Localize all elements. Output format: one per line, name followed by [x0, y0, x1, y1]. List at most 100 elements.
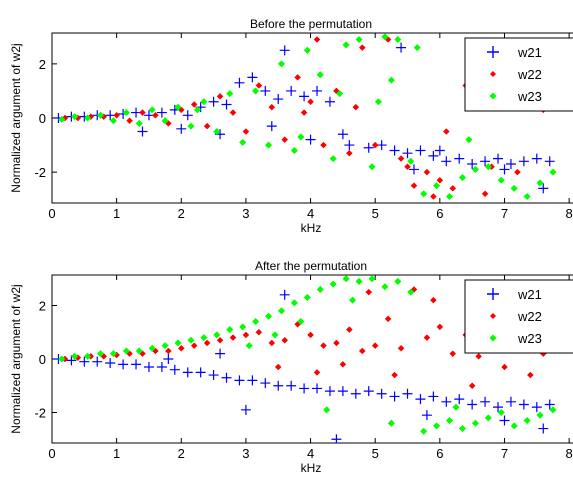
x-tick-label: 1 [113, 446, 120, 461]
point-w21 [118, 359, 129, 370]
y-axis-label: Normalized argument of w2j [9, 43, 23, 192]
legend-box [464, 279, 573, 354]
point-w21 [247, 375, 258, 386]
point-w21 [428, 391, 439, 402]
point-w23 [342, 275, 350, 283]
point-w23 [381, 33, 389, 41]
point-w23 [497, 408, 505, 417]
x-tick-label: 4 [307, 446, 314, 461]
point-w23 [96, 350, 105, 358]
point-w22 [216, 336, 224, 344]
legend-box [464, 37, 573, 112]
point-w22 [345, 326, 353, 333]
x-tick-label: 2 [178, 446, 185, 461]
point-w22 [391, 371, 398, 379]
point-w23 [523, 192, 531, 201]
point-w23 [265, 312, 273, 320]
point-w22 [229, 109, 237, 116]
point-w23 [323, 406, 331, 414]
point-w23 [381, 283, 389, 291]
point-w23 [316, 71, 324, 79]
point-w21 [538, 183, 549, 194]
point-w21 [389, 145, 400, 156]
point-w22 [358, 44, 366, 51]
point-w22 [449, 185, 457, 192]
point-w21 [215, 348, 226, 359]
x-tick-label: 3 [242, 206, 249, 221]
point-w21 [156, 107, 167, 118]
point-w23 [277, 307, 286, 315]
legend-label: w23 [517, 89, 542, 104]
legend: w21 w22 w23 [464, 279, 573, 354]
point-w22 [333, 339, 340, 347]
point-w23 [193, 106, 201, 114]
point-w22 [216, 92, 224, 100]
point-w23 [226, 90, 234, 98]
point-w21 [499, 164, 510, 175]
x-tick-label: 4 [307, 206, 314, 221]
point-w21 [531, 153, 542, 164]
point-w23 [187, 122, 195, 130]
point-w22 [371, 141, 379, 149]
point-w22 [475, 352, 482, 360]
point-w23 [368, 163, 376, 171]
point-w22 [152, 111, 159, 119]
point-w23 [148, 344, 156, 352]
point-w23 [394, 277, 402, 285]
x-axis-label: kHz [301, 461, 322, 475]
point-w21 [279, 45, 290, 56]
point-w23 [109, 117, 117, 125]
point-w23 [226, 326, 234, 334]
point-w23 [510, 422, 518, 430]
legend-marker [489, 334, 497, 342]
x-tick-label: 8 [566, 446, 573, 461]
point-w22 [313, 369, 321, 376]
point-w23 [109, 350, 117, 358]
point-w23 [349, 296, 357, 304]
point-w22 [442, 128, 450, 135]
point-w22 [384, 315, 392, 323]
point-w23 [161, 342, 169, 350]
point-w22 [352, 103, 360, 111]
point-w21 [273, 94, 284, 105]
point-w23 [510, 184, 518, 192]
point-w22 [320, 141, 327, 149]
point-w21 [105, 358, 116, 369]
point-w22 [300, 109, 308, 116]
point-w21 [182, 367, 193, 378]
point-w23 [355, 277, 363, 285]
point-w22 [307, 98, 314, 106]
point-w22 [268, 339, 276, 347]
legend-marker [489, 92, 497, 100]
point-w21 [337, 129, 348, 140]
legend-marker [490, 71, 496, 77]
point-w21 [305, 134, 316, 145]
point-w21 [518, 399, 529, 410]
point-w21 [499, 415, 510, 426]
point-w21 [396, 42, 407, 53]
point-w22 [203, 122, 211, 130]
point-w22 [430, 296, 437, 304]
point-w23 [497, 176, 505, 184]
point-w23 [277, 60, 286, 68]
point-w22 [339, 360, 347, 368]
point-w23 [84, 114, 92, 122]
chart-title: Before the permutation [250, 17, 372, 31]
point-w21 [454, 153, 465, 164]
point-w21 [324, 386, 335, 397]
y-tick-label: -2 [34, 165, 46, 180]
point-w21 [350, 388, 361, 399]
point-w21 [467, 159, 478, 170]
point-w23 [374, 98, 382, 106]
x-tick-label: 0 [48, 206, 55, 221]
point-w21 [467, 399, 478, 410]
point-w22 [449, 350, 457, 358]
point-w23 [187, 336, 195, 344]
point-w23 [161, 117, 169, 125]
point-w21 [421, 410, 432, 421]
point-w21 [176, 123, 187, 134]
x-tick-label: 6 [436, 446, 443, 461]
point-w23 [420, 190, 428, 198]
point-w23 [245, 342, 253, 350]
point-w22 [358, 347, 366, 355]
